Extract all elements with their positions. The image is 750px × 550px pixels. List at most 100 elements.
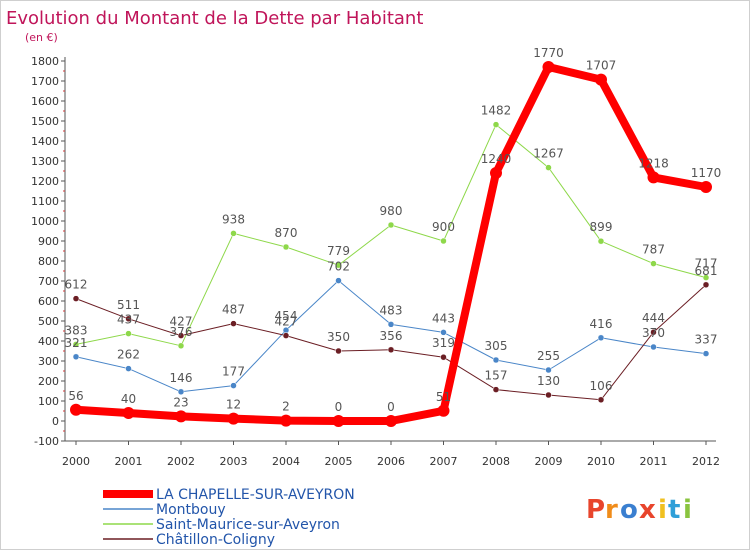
x-tick-label: 2001 bbox=[115, 455, 143, 468]
data-point bbox=[72, 341, 80, 348]
legend-label: LA CHAPELLE-SUR-AVEYRON bbox=[156, 487, 355, 503]
y-tick-label: 1700 bbox=[31, 75, 59, 88]
data-point bbox=[492, 121, 500, 128]
data-point bbox=[227, 412, 240, 425]
x-tick-label: 2000 bbox=[62, 455, 90, 468]
data-label: 787 bbox=[642, 243, 665, 257]
y-tick-label: 900 bbox=[38, 235, 59, 248]
data-point bbox=[440, 329, 447, 336]
data-point bbox=[700, 181, 712, 193]
data-label: 337 bbox=[695, 333, 718, 347]
data-label: 305 bbox=[485, 339, 508, 353]
data-point bbox=[542, 61, 555, 73]
data-label: 717 bbox=[695, 257, 718, 271]
data-label: 454 bbox=[275, 309, 298, 323]
data-point bbox=[492, 356, 500, 364]
x-tick-label: 2003 bbox=[220, 455, 248, 468]
data-point bbox=[230, 320, 237, 327]
x-tick-label: 2005 bbox=[325, 455, 353, 468]
data-point bbox=[437, 404, 450, 417]
logo-letter: o bbox=[620, 495, 638, 525]
y-tick-label: 1800 bbox=[31, 55, 59, 68]
data-point bbox=[387, 346, 395, 354]
x-tick-label: 2009 bbox=[535, 455, 563, 468]
y-tick-label: -100 bbox=[34, 435, 59, 448]
x-tick-label: 2004 bbox=[272, 455, 300, 468]
x-tick-label: 2008 bbox=[482, 455, 510, 468]
data-label: 443 bbox=[432, 311, 455, 325]
data-point bbox=[385, 415, 397, 427]
series-lines bbox=[70, 61, 712, 427]
y-tick-label: 1500 bbox=[31, 115, 59, 128]
data-label: 319 bbox=[432, 336, 455, 350]
data-point bbox=[650, 343, 657, 351]
data-label: 702 bbox=[327, 260, 350, 274]
data-point bbox=[545, 164, 552, 171]
data-label: 980 bbox=[380, 204, 403, 218]
y-tick-label: 700 bbox=[38, 275, 59, 288]
data-label: 870 bbox=[275, 226, 298, 240]
data-label: 900 bbox=[432, 220, 455, 234]
data-point bbox=[335, 347, 342, 355]
data-point bbox=[122, 407, 135, 419]
legend-label: Châtillon-Coligny bbox=[156, 532, 275, 548]
data-point bbox=[702, 350, 710, 357]
data-label: 1707 bbox=[586, 59, 617, 73]
x-tick-label: 2002 bbox=[167, 455, 195, 468]
data-label: 483 bbox=[380, 303, 403, 317]
data-label: 40 bbox=[121, 392, 136, 406]
logo-letter: i bbox=[683, 495, 692, 525]
data-label: 23 bbox=[173, 395, 188, 409]
data-label: 612 bbox=[65, 278, 88, 292]
series-line bbox=[72, 63, 710, 425]
data-label: 779 bbox=[327, 244, 350, 258]
logo-letter: t bbox=[668, 495, 680, 525]
y-tick-label: 500 bbox=[38, 315, 59, 328]
data-point bbox=[597, 396, 605, 404]
data-point bbox=[175, 410, 187, 423]
data-point bbox=[597, 334, 605, 342]
data-label: 356 bbox=[380, 329, 403, 343]
data-label: 444 bbox=[642, 311, 665, 325]
data-label: 899 bbox=[590, 220, 613, 234]
data-point bbox=[545, 366, 552, 374]
data-label: 416 bbox=[590, 317, 613, 331]
data-point bbox=[387, 221, 395, 229]
y-tick-label: 800 bbox=[38, 255, 59, 268]
data-point bbox=[440, 353, 447, 361]
data-point bbox=[650, 260, 657, 267]
y-tick-label: 1600 bbox=[31, 95, 59, 108]
logo-letter: i bbox=[658, 495, 667, 525]
data-label: 437 bbox=[117, 313, 140, 327]
data-point bbox=[387, 321, 395, 328]
data-label: 383 bbox=[65, 323, 88, 337]
data-point bbox=[282, 243, 290, 251]
y-tick-label: 1400 bbox=[31, 135, 59, 148]
x-tick-label: 2006 bbox=[377, 455, 405, 468]
data-point bbox=[230, 230, 237, 237]
data-label: 146 bbox=[170, 371, 193, 385]
logo-letter: P bbox=[586, 495, 605, 525]
data-point bbox=[72, 295, 80, 302]
data-point bbox=[647, 171, 660, 184]
data-point bbox=[282, 332, 290, 339]
data-point bbox=[280, 414, 292, 427]
y-tick-label: 200 bbox=[38, 375, 59, 388]
data-label: 938 bbox=[222, 212, 245, 226]
y-tick-label: 400 bbox=[38, 335, 59, 348]
x-tick-label: 2012 bbox=[692, 455, 720, 468]
data-point bbox=[490, 167, 502, 179]
legend-label: Saint-Maurice-sur-Aveyron bbox=[156, 517, 340, 533]
data-point bbox=[177, 342, 185, 350]
y-tick-label: 100 bbox=[38, 395, 59, 408]
data-point bbox=[177, 332, 185, 339]
data-point bbox=[595, 73, 607, 86]
data-point bbox=[125, 365, 132, 372]
data-label: 321 bbox=[65, 336, 88, 350]
data-label: 427 bbox=[170, 315, 193, 329]
data-label: 56 bbox=[68, 389, 83, 403]
data-point bbox=[125, 315, 132, 323]
data-label: 1240 bbox=[481, 152, 512, 166]
